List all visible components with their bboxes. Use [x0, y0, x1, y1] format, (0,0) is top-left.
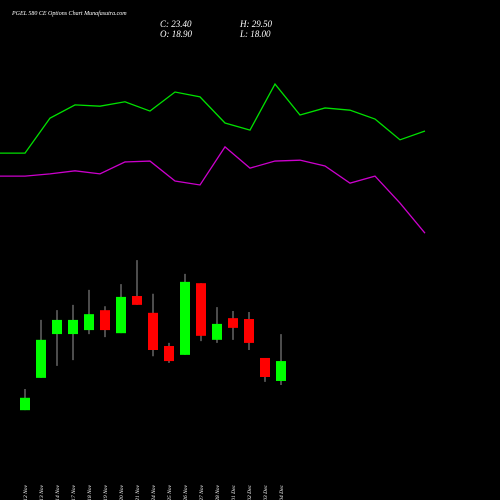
candle-body	[84, 314, 94, 331]
x-tick-label: 21 Nov	[135, 484, 141, 500]
x-tick-label: 01 Dec	[231, 484, 237, 500]
candle-body	[116, 296, 126, 334]
x-tick-label: 26 Nov	[183, 484, 189, 500]
candle-body	[180, 281, 190, 355]
close-label: C: 23.40	[160, 19, 192, 29]
candle-body	[100, 310, 110, 331]
candle-body	[68, 319, 78, 335]
x-tick-label: 13 Nov	[39, 484, 45, 500]
candle-body	[164, 346, 174, 362]
candle-body	[212, 323, 222, 340]
candle-body	[148, 312, 158, 350]
x-tick-label: 12 Nov	[23, 484, 29, 500]
candle-body	[228, 318, 238, 328]
open-label: O: 18.90	[160, 29, 192, 39]
x-tick-label: 17 Nov	[71, 484, 77, 500]
indicator-line	[0, 145, 426, 234]
x-tick-label: 24 Nov	[150, 484, 157, 500]
chart-title: PGEL 580 CE Options Chart Munafasutra.co…	[11, 10, 127, 17]
candle-body	[196, 283, 206, 336]
candle-body	[20, 397, 30, 411]
candle-body	[260, 357, 270, 377]
x-tick-label: 14 Nov	[54, 484, 61, 500]
x-tick-label: 02 Dec	[247, 484, 253, 500]
candle-body	[36, 339, 46, 378]
x-tick-label: 25 Nov	[167, 484, 173, 500]
x-tick-label: 27 Nov	[199, 484, 205, 500]
candle-body	[52, 319, 62, 335]
x-tick-label: 04 Dec	[278, 484, 285, 500]
x-tick-label: 28 Nov	[215, 484, 221, 500]
candle-body	[276, 361, 286, 381]
x-tick-label: 20 Nov	[119, 484, 125, 500]
x-tick-label: 18 Nov	[87, 484, 93, 500]
high-label: H: 29.50	[239, 19, 272, 29]
low-label: L: 18.00	[239, 29, 271, 39]
candle-body	[132, 296, 142, 305]
indicator-line	[0, 82, 426, 154]
x-tick-label: 19 Nov	[103, 484, 109, 500]
x-tick-label: 03 Dec	[263, 484, 269, 500]
candle-body	[244, 319, 254, 343]
